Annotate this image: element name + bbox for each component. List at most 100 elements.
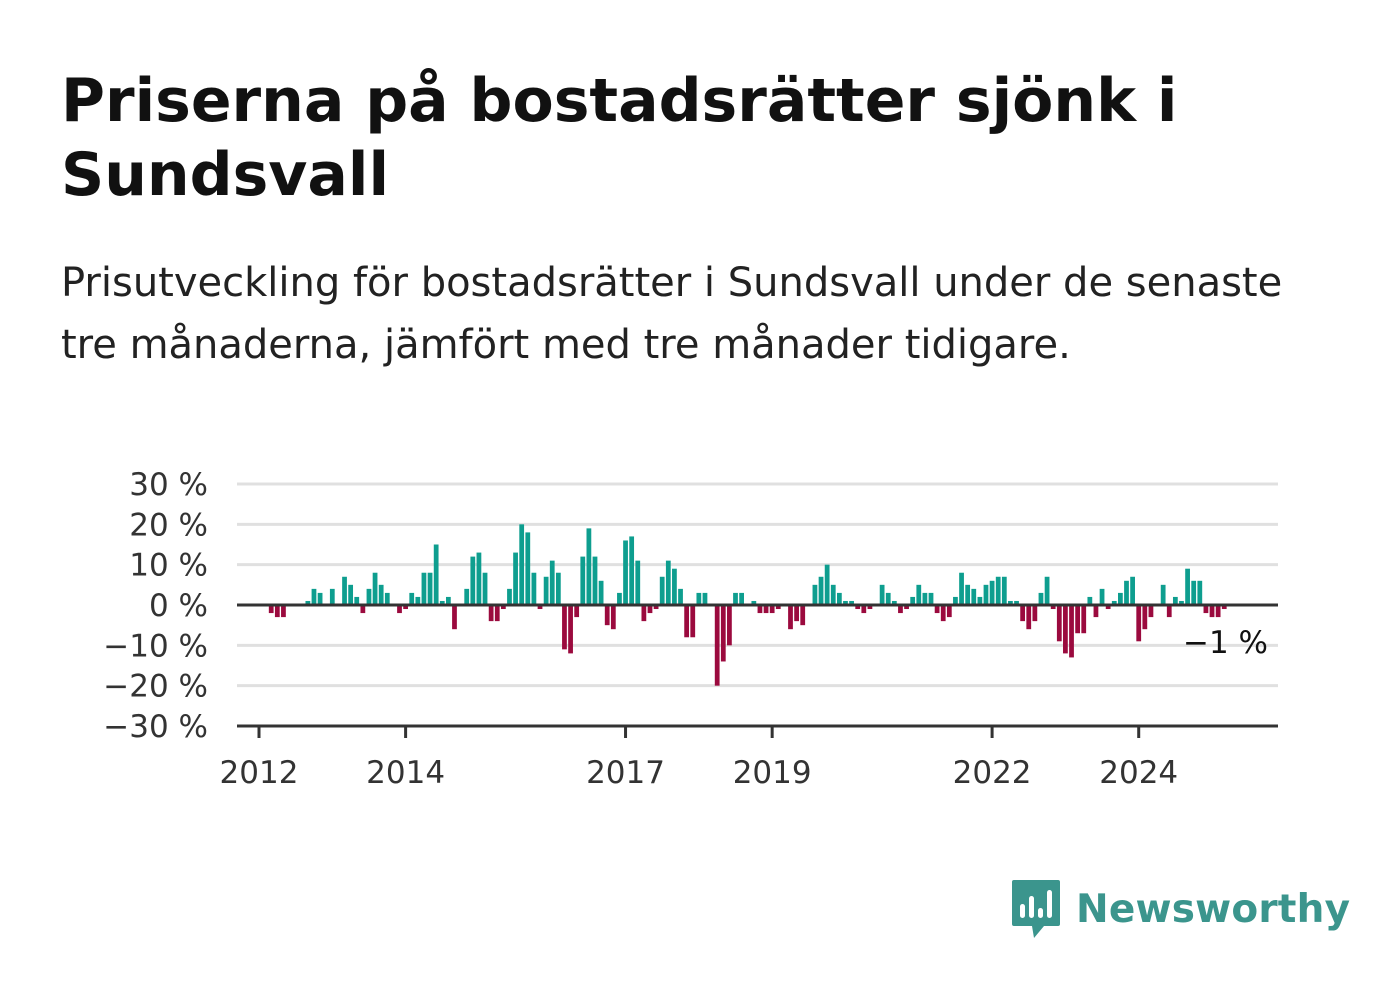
bar — [574, 605, 580, 618]
y-tick-label: 10 % — [129, 548, 208, 584]
bar — [586, 528, 592, 605]
bar — [1093, 605, 1099, 618]
bar — [891, 600, 897, 605]
bar — [714, 605, 720, 686]
bar — [1075, 605, 1081, 634]
bar — [843, 600, 848, 605]
bar — [568, 605, 573, 654]
bar — [329, 588, 335, 605]
bar — [525, 532, 531, 605]
bar-chart: 30 % 20 % 10 % 0 % −10 % −20 % −30 % 2012 2014 20… — [103, 467, 1278, 791]
bar — [849, 600, 854, 605]
bar — [922, 592, 928, 605]
bar — [904, 605, 909, 610]
y-tick-label: 20 % — [129, 507, 208, 543]
x-tick-label: 2012 — [220, 755, 299, 791]
bar — [1001, 576, 1007, 605]
bar — [354, 596, 360, 605]
bar — [415, 596, 421, 605]
bar — [617, 592, 622, 605]
bar — [983, 584, 989, 605]
bar — [421, 572, 427, 605]
bar — [788, 605, 793, 630]
bar — [861, 605, 867, 614]
bar — [1056, 605, 1062, 642]
bar — [739, 592, 744, 605]
x-tick-label: 2014 — [366, 755, 445, 791]
bar — [592, 556, 598, 605]
bar — [1118, 592, 1123, 605]
bar — [274, 605, 280, 618]
bar — [1087, 596, 1093, 605]
chart-title: Priserna på bostadsrätter sjönk i Sundsv… — [61, 66, 1178, 210]
bar — [500, 605, 506, 610]
bar — [427, 572, 433, 605]
bar — [1020, 605, 1026, 622]
bar — [366, 588, 372, 605]
bar — [934, 605, 940, 614]
bar — [794, 605, 799, 622]
bar — [1099, 588, 1105, 605]
bar — [830, 584, 836, 605]
bar — [372, 572, 378, 605]
bar — [476, 552, 482, 605]
bar — [1044, 576, 1050, 605]
bar — [494, 605, 500, 622]
bar — [684, 605, 690, 638]
bar — [1203, 605, 1209, 614]
bar — [641, 605, 647, 622]
y-tick-label: −20 % — [103, 669, 208, 705]
bar — [763, 605, 769, 614]
end-value-label: −1 % — [1183, 625, 1268, 661]
y-tick-label: −30 % — [103, 709, 208, 745]
bar — [507, 588, 512, 605]
bar — [445, 596, 451, 605]
bar — [403, 605, 408, 610]
bar — [1166, 605, 1172, 618]
bar — [940, 605, 946, 622]
bar — [867, 605, 873, 610]
bar — [757, 605, 763, 614]
bar — [1221, 605, 1227, 610]
bar — [482, 572, 488, 605]
bar — [629, 536, 635, 605]
bar — [470, 556, 476, 605]
bar — [1038, 592, 1044, 605]
bar — [665, 560, 671, 605]
bar — [995, 576, 1001, 605]
bar — [580, 556, 586, 605]
bar — [1032, 605, 1038, 622]
bar — [910, 596, 916, 605]
bar — [598, 580, 604, 605]
bar — [1050, 605, 1056, 610]
bar — [342, 576, 347, 605]
bar — [439, 600, 445, 605]
y-tick-label: 0 % — [149, 588, 208, 624]
bar — [1142, 605, 1148, 630]
bar — [433, 544, 439, 605]
bar — [1209, 605, 1215, 618]
bar — [555, 572, 561, 605]
bar — [452, 605, 457, 630]
bar — [604, 605, 610, 626]
bar — [720, 605, 726, 662]
bar — [409, 592, 415, 605]
bar — [1063, 605, 1068, 654]
bar — [1179, 600, 1184, 605]
bar — [317, 592, 323, 605]
bar — [824, 564, 830, 605]
brand-name: Newsworthy — [1076, 886, 1351, 932]
bar — [1191, 580, 1197, 605]
bar — [537, 605, 543, 610]
bar — [885, 592, 891, 605]
bar — [531, 572, 537, 605]
bar — [1111, 600, 1117, 605]
x-tick-label: 2017 — [586, 755, 665, 791]
bar — [610, 605, 616, 630]
bar — [1069, 605, 1074, 658]
bar — [1172, 596, 1178, 605]
bar — [678, 588, 683, 605]
bar — [1136, 605, 1142, 642]
bar — [702, 592, 708, 605]
bar — [488, 605, 494, 622]
